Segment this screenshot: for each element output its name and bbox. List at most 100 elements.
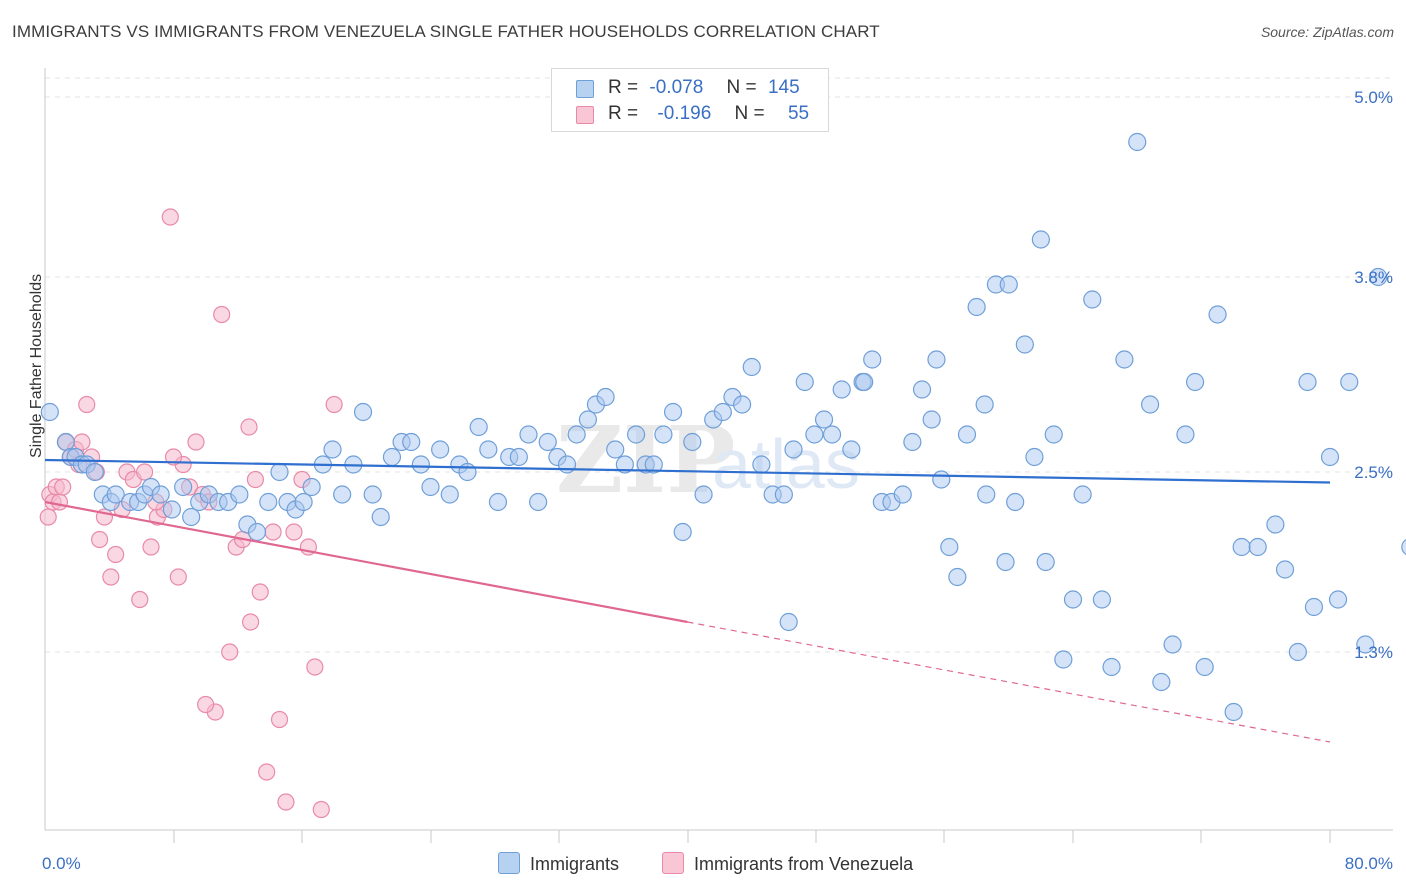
venezuela-point: [169, 568, 187, 586]
immigrants-point: [977, 485, 996, 504]
immigrants-point: [1224, 702, 1243, 722]
venezuela-point: [102, 568, 120, 586]
immigrants-point: [752, 455, 771, 474]
immigrants-point: [626, 425, 646, 444]
immigrants-point: [683, 432, 702, 452]
immigrants-point: [431, 440, 450, 459]
immigrants-point: [1340, 372, 1359, 392]
legend-r-value: -0.078: [649, 77, 704, 98]
immigrants-point: [673, 522, 692, 542]
immigrants-point: [353, 402, 373, 422]
immigrants-point: [40, 402, 59, 422]
venezuela-point: [306, 658, 324, 676]
immigrants-point: [1208, 305, 1227, 324]
immigrants-point: [151, 485, 170, 504]
y-tick-label: 3.8%: [1354, 268, 1393, 287]
bottom-legend-venezuela: Immigrants from Venezuela: [662, 852, 913, 875]
immigrants-point: [1356, 635, 1375, 654]
venezuela-point: [258, 763, 276, 781]
immigrants-point: [1140, 395, 1160, 414]
venezuela-point: [240, 418, 258, 436]
immigrants-point: [948, 567, 967, 587]
legend-r-label: R =: [608, 77, 639, 98]
immigrants-point: [247, 522, 267, 542]
y-tick-label: 1.3%: [1354, 643, 1393, 662]
chart-title: IMMIGRANTS VS IMMIGRANTS FROM VENEZUELA …: [12, 22, 880, 41]
immigrants-point: [1115, 350, 1134, 369]
immigrants-point: [606, 440, 625, 459]
immigrants-point: [832, 380, 851, 399]
immigrants-point: [421, 477, 440, 497]
immigrants-points: [40, 132, 1406, 722]
immigrants-point: [1328, 590, 1348, 609]
bottom-legend-label: Immigrants from Venezuela: [694, 854, 914, 874]
venezuela-point: [246, 470, 265, 489]
legend-n-label: N =: [726, 77, 757, 98]
immigrants-point: [1092, 590, 1112, 609]
venezuela-point: [187, 433, 205, 451]
immigrants-point: [1185, 372, 1205, 392]
venezuela-point: [325, 395, 343, 414]
immigrants-point: [1401, 538, 1406, 556]
immigrants-point: [529, 492, 548, 512]
legend-r-value: -0.196: [657, 103, 712, 124]
venezuela-point: [131, 590, 149, 609]
immigrants-point: [927, 350, 946, 369]
immigrants-point: [371, 507, 390, 527]
immigrants-point: [1102, 657, 1121, 677]
venezuela-point: [135, 463, 154, 481]
immigrants-point: [1275, 560, 1295, 579]
immigrants-point: [259, 492, 278, 512]
immigrants-point: [509, 447, 528, 467]
legend-n-value: 145: [767, 77, 800, 98]
immigrants-point: [1304, 597, 1324, 617]
venezuela-swatch: [662, 852, 684, 874]
immigrants-point: [1054, 650, 1073, 669]
venezuela-point: [251, 583, 269, 601]
immigrants-swatch: [498, 852, 520, 874]
immigrants-point: [411, 455, 430, 474]
immigrants-point: [644, 455, 663, 474]
immigrants-point: [270, 462, 289, 482]
immigrants-point: [1036, 552, 1055, 572]
venezuela-point: [270, 710, 289, 729]
legend-swatch-venezuela: [576, 106, 594, 124]
immigrants-point: [519, 425, 538, 444]
immigrants-point: [363, 485, 382, 504]
immigrants-point: [182, 507, 201, 527]
immigrants-point: [1083, 290, 1102, 309]
immigrants-point: [1369, 267, 1388, 287]
immigrants-point: [779, 612, 798, 632]
venezuela-point: [277, 793, 295, 811]
immigrants-point: [713, 402, 732, 422]
immigrants-point: [1044, 425, 1063, 444]
immigrants-point: [1288, 642, 1307, 662]
venezuela-point: [312, 800, 330, 819]
immigrants-point: [56, 432, 75, 452]
immigrants-point: [842, 440, 861, 459]
immigrants-point: [922, 410, 941, 429]
immigrants-point: [1232, 537, 1251, 557]
bottom-legend-label: Immigrants: [530, 854, 620, 874]
immigrants-trend-line: [44, 458, 1331, 484]
immigrants-point: [302, 477, 321, 497]
immigrants-point: [230, 485, 249, 504]
venezuela-point: [142, 538, 160, 556]
immigrants-point: [174, 477, 193, 497]
immigrants-point: [1006, 492, 1025, 512]
immigrants-point: [323, 440, 342, 459]
immigrants-point: [1266, 515, 1285, 534]
correlation-legend: R = -0.078 N = 145 R = -0.196 N = 55: [551, 68, 829, 132]
axes: [44, 68, 1393, 843]
venezuela-point: [161, 208, 179, 226]
legend-n-label: N =: [734, 103, 765, 124]
immigrants-point: [795, 372, 814, 392]
immigrants-point: [488, 492, 508, 512]
venezuela-trend-line: [44, 500, 688, 624]
immigrants-point: [733, 395, 752, 414]
immigrants-point: [863, 350, 882, 369]
immigrants-point: [1073, 485, 1092, 504]
immigrants-point: [333, 485, 352, 504]
grid-lines: [45, 77, 1393, 653]
